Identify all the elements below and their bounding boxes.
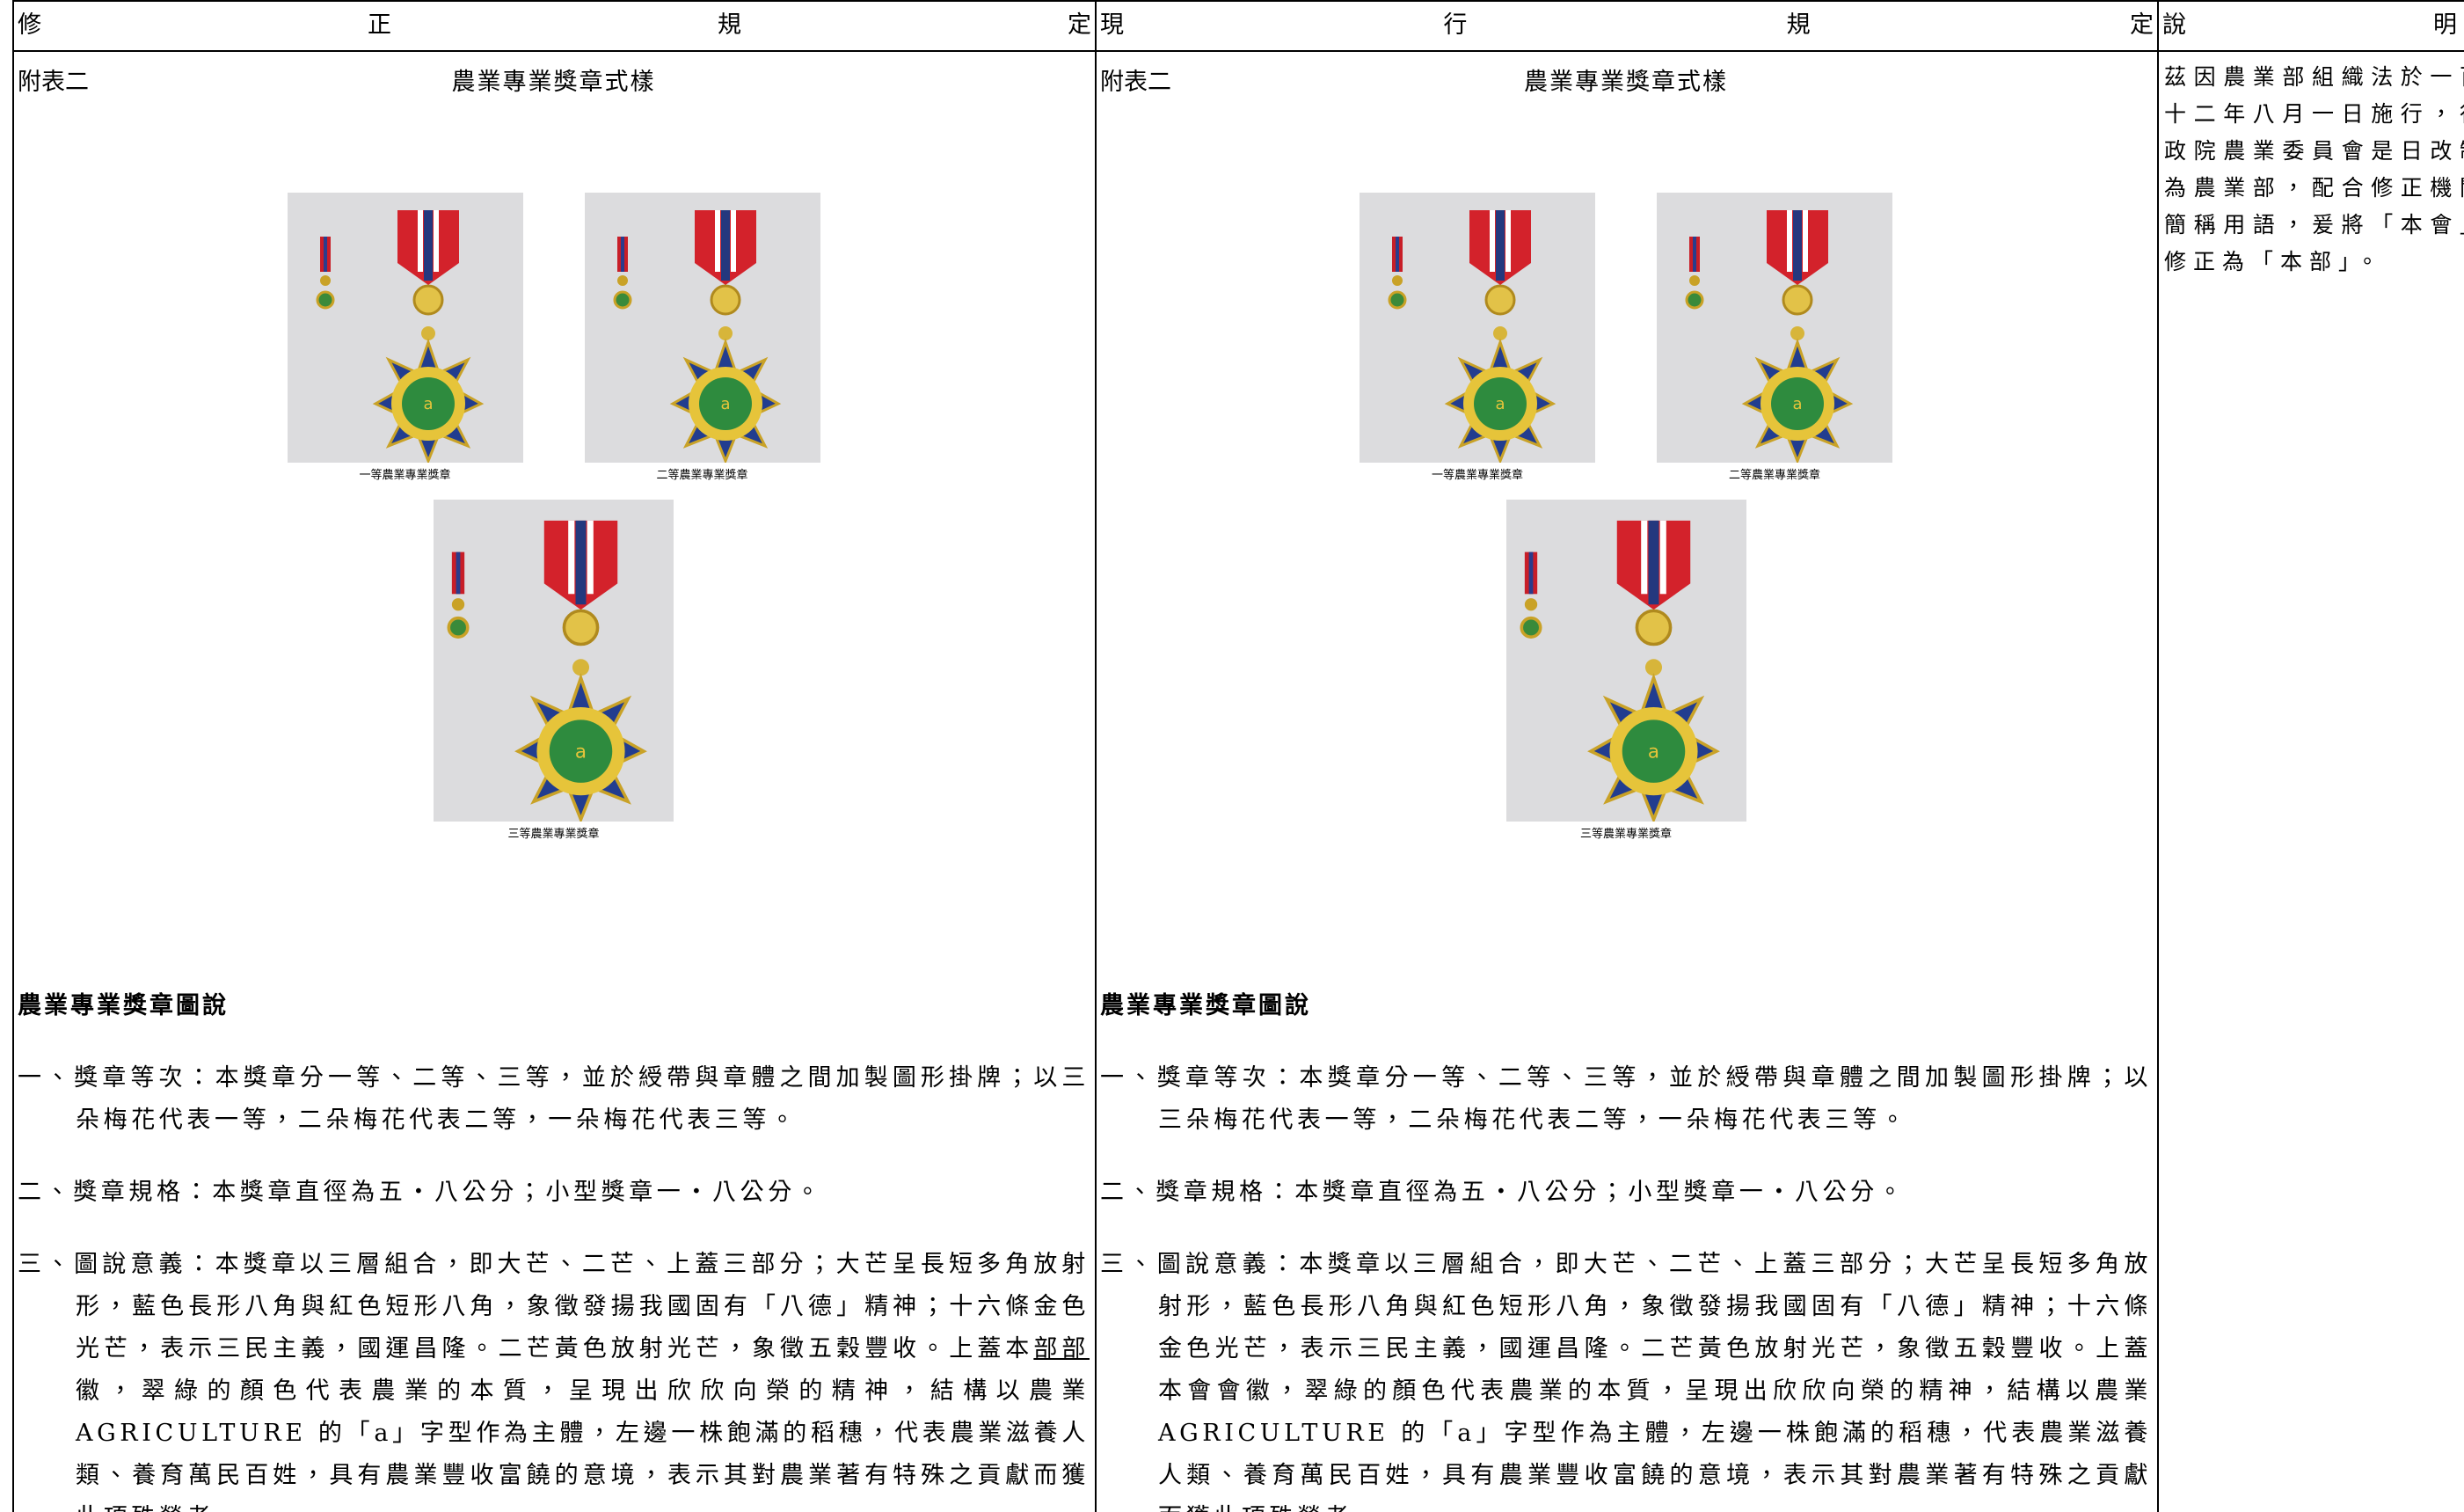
medal-caption: 二等農業專業獎章 <box>1728 469 1820 482</box>
section-title: 農業專業獎章圖說 <box>1100 992 1311 1019</box>
header-revised: 修正規定 <box>14 2 1097 52</box>
medal-caption: 二等農業專業獎章 <box>656 469 748 482</box>
item-text: 徽，翠綠的顏色代表農業的本質，呈現出欣欣向榮的精神，結構以農業 AGRICULT… <box>76 1377 1090 1512</box>
medal-caption: 一等農業專業獎章 <box>1431 469 1523 482</box>
annex-title: 農業專業獎章式樣 <box>451 69 656 96</box>
item-paragraph: 二、獎章規格：本獎章直徑為五・八公分；小型獎章一・八公分。 <box>18 1172 1090 1214</box>
explanation-text: 茲因農業部組織法於一百十二年八月一日施行，行政院農業委員會是日改制為農業部，配合… <box>2159 52 2464 1512</box>
comparison-table: 修正規定 現行規定 說明 附表二 農業專業獎章式樣 a 一等農業專業獎章 a 二等… <box>12 0 2464 1512</box>
medal-caption: 一等農業專業獎章 <box>359 469 451 482</box>
medal-photo: a <box>287 193 523 463</box>
annex-label: 附表二 <box>18 69 89 96</box>
svg-text:a: a <box>575 741 587 763</box>
item-text: 二、獎章規格：本獎章直徑為五・八公分；小型獎章一・八公分。 <box>18 1179 824 1206</box>
section-title: 農業專業獎章圖說 <box>18 992 229 1019</box>
item-text: 二、獎章規格：本獎章直徑為五・八公分；小型獎章一・八公分。 <box>1100 1179 1906 1206</box>
item-text: 三、圖說意義：本獎章以三層組合，即大芒、二芒、上蓋三部分；大芒呈長短多角放射形，… <box>18 1251 1090 1362</box>
annex-row: 附表二 農業專業獎章式樣 <box>1100 61 2152 105</box>
medal-single: a 三等農業專業獎章 <box>1100 500 2152 853</box>
item-text: 一、獎章等次：本獎章分一等、二等、三等，並於綬帶與章體之間加製圖形掛牌；以三朵梅… <box>18 1064 1090 1134</box>
svg-text:a: a <box>720 395 730 413</box>
item-text: 三、圖說意義：本獎章以三層組合，即大芒、二芒、上蓋三部分；大芒呈長短多角放射形，… <box>1100 1251 2152 1512</box>
medal-figure: a 一等農業專業獎章 <box>287 193 523 494</box>
item-paragraph: 三、圖說意義：本獎章以三層組合，即大芒、二芒、上蓋三部分；大芒呈長短多角放射形，… <box>1100 1244 2152 1512</box>
medal-figure: a 二等農業專業獎章 <box>1657 193 1892 494</box>
item-paragraph: 一、獎章等次：本獎章分一等、二等、三等，並於綬帶與章體之間加製圖形掛牌；以三朵梅… <box>18 1057 1090 1142</box>
svg-text:a: a <box>1495 395 1505 413</box>
item-paragraph: 一、獎章等次：本獎章分一等、二等、三等，並於綬帶與章體之間加製圖形掛牌；以三朵梅… <box>1100 1057 2152 1142</box>
item-text: 一、獎章等次：本獎章分一等、二等、三等，並於綬帶與章體之間加製圖形掛牌；以三朵梅… <box>1100 1064 2152 1134</box>
amended-text: 部部 <box>1033 1335 1090 1362</box>
item-paragraph: 二、獎章規格：本獎章直徑為五・八公分；小型獎章一・八公分。 <box>1100 1172 2152 1214</box>
annex-row: 附表二 農業專業獎章式樣 <box>18 61 1090 105</box>
medal-figure: a 二等農業專業獎章 <box>584 193 820 494</box>
medal-pair: a 一等農業專業獎章 a 二等農業專業獎章 <box>18 193 1090 494</box>
medal-photo: a <box>584 193 820 463</box>
svg-text:a: a <box>1647 741 1658 763</box>
medal-figure: a 三等農業專業獎章 <box>434 500 674 853</box>
medal-single: a 三等農業專業獎章 <box>18 500 1090 853</box>
medal-photo: a <box>434 500 674 822</box>
annex-label: 附表二 <box>1100 69 1171 96</box>
header-explanation: 說明 <box>2159 2 2464 52</box>
current-column: 附表二 農業專業獎章式樣 a 一等農業專業獎章 a 二等農業專業獎章 a 三等農業… <box>1097 52 2159 1512</box>
medal-figures: a 一等農業專業獎章 a 二等農業專業獎章 a 三等農業專業獎章 <box>1100 193 2152 853</box>
medal-pair: a 一等農業專業獎章 a 二等農業專業獎章 <box>1100 193 2152 494</box>
svg-text:a: a <box>1792 395 1802 413</box>
medal-photo: a <box>1360 193 1595 463</box>
svg-text:a: a <box>423 395 433 413</box>
medal-caption: 三等農業專業獎章 <box>507 828 600 841</box>
medal-figure: a 三等農業專業獎章 <box>1505 500 1746 853</box>
medal-photo: a <box>1505 500 1746 822</box>
revised-column: 附表二 農業專業獎章式樣 a 一等農業專業獎章 a 二等農業專業獎章 a 三等農業… <box>14 52 1097 1512</box>
medal-caption: 三等農業專業獎章 <box>1579 828 1672 841</box>
medal-figures: a 一等農業專業獎章 a 二等農業專業獎章 a 三等農業專業獎章 <box>18 193 1090 853</box>
medal-photo: a <box>1657 193 1892 463</box>
header-current: 現行規定 <box>1097 2 2159 52</box>
medal-figure: a 一等農業專業獎章 <box>1360 193 1595 494</box>
item-paragraph: 三、圖說意義：本獎章以三層組合，即大芒、二芒、上蓋三部分；大芒呈長短多角放射形，… <box>18 1244 1090 1512</box>
annex-title: 農業專業獎章式樣 <box>1524 69 1728 96</box>
